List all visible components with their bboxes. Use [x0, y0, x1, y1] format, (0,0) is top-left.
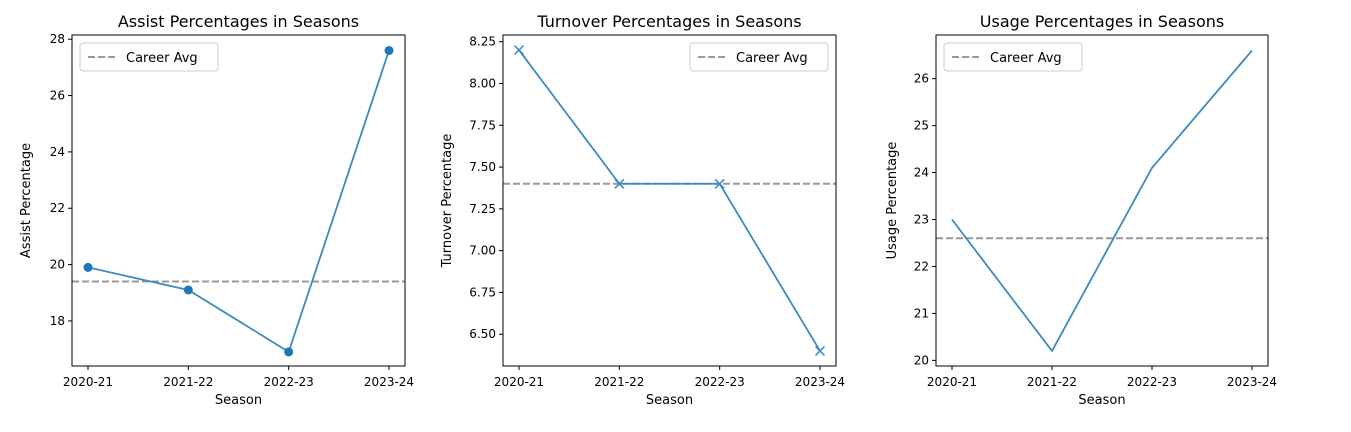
y-tick-label: 8.25: [469, 35, 496, 49]
y-tick-label: 24: [50, 145, 65, 159]
x-tick-label: 2023-24: [795, 375, 845, 389]
x-axis-label: Season: [646, 393, 693, 408]
x-tick-label: 2023-24: [1227, 375, 1277, 389]
y-tick-label: 28: [50, 32, 65, 46]
legend: Career Avg: [943, 42, 1083, 72]
data-point: [513, 45, 525, 56]
data-point: [814, 345, 826, 356]
y-tick-label: 23: [914, 213, 929, 227]
chart-title: Usage Percentages in Seasons: [980, 12, 1224, 31]
legend: Career Avg: [689, 42, 829, 72]
x-axis-label: Season: [1078, 393, 1125, 408]
x-tick-label: 2022-23: [695, 375, 745, 389]
x-tick-label: 2020-21: [927, 375, 977, 389]
chart-title: Turnover Percentages in Seasons: [536, 12, 801, 31]
legend-label: Career Avg: [736, 51, 808, 66]
y-tick-label: 22: [50, 201, 65, 215]
y-tick-label: 26: [50, 89, 65, 103]
series-line: [87, 50, 390, 354]
data-point: [384, 45, 394, 55]
data-point: [83, 262, 93, 272]
series-line: [518, 49, 821, 352]
y-tick-label: 8.00: [469, 76, 496, 90]
legend-box: [689, 42, 829, 72]
x-tick-label: 2020-21: [494, 375, 544, 389]
x-tick-label: 2021-22: [163, 375, 213, 389]
data-point: [183, 285, 193, 295]
y-tick-label: 25: [914, 119, 929, 133]
y-tick-label: 7.00: [469, 244, 496, 258]
subplot-2: 2020-21 2021-22 2022-23 2023-24 6.50 6.75 7.00…: [440, 12, 845, 408]
y-tick-label: 7.75: [469, 118, 496, 132]
legend-box: [943, 42, 1083, 72]
subplot-3: 2020-21 2021-22 2022-23 2023-24 20 21 22 23 24 25…: [885, 12, 1277, 408]
y-tick-label: 7.50: [469, 160, 496, 174]
series-line: [951, 49, 1253, 353]
x-tick-label: 2023-24: [364, 375, 414, 389]
axes-frame: [935, 34, 1269, 367]
x-axis-label: Season: [215, 393, 262, 408]
y-tick-label: 22: [914, 259, 929, 273]
data-point: [614, 178, 625, 189]
y-tick-label: 24: [914, 166, 929, 180]
x-tick-label: 2020-21: [63, 375, 113, 389]
chart-title: Assist Percentages in Seasons: [118, 12, 359, 31]
axes-frame: [502, 34, 837, 367]
legend: Career Avg: [79, 42, 219, 72]
x-tick-label: 2022-23: [1127, 375, 1177, 389]
legend-label: Career Avg: [990, 51, 1062, 66]
y-axis-label: Assist Percentage: [19, 143, 34, 258]
data-point: [284, 347, 294, 357]
x-tick-label: 2021-22: [594, 375, 644, 389]
y-axis-label: Turnover Percentage: [440, 134, 455, 269]
x-tick-label: 2021-22: [1027, 375, 1077, 389]
y-tick-label: 7.25: [469, 202, 496, 216]
y-tick-label: 18: [50, 314, 65, 328]
legend-box: [79, 42, 219, 72]
y-tick-label: 21: [914, 306, 929, 320]
subplot-1: 2020-21 2021-22 2022-23 2023-24 18 20 22 24 26 28…: [19, 12, 414, 408]
y-tick-label: 6.50: [469, 327, 496, 341]
y-axis-label: Usage Percentage: [885, 142, 900, 260]
data-point: [714, 178, 725, 189]
y-tick-label: 20: [50, 258, 65, 272]
x-tick-label: 2022-23: [264, 375, 314, 389]
y-tick-label: 20: [914, 353, 929, 367]
y-tick-label: 26: [914, 72, 929, 86]
axes-frame: [71, 34, 406, 367]
y-tick-label: 6.75: [469, 285, 496, 299]
legend-label: Career Avg: [126, 51, 198, 66]
